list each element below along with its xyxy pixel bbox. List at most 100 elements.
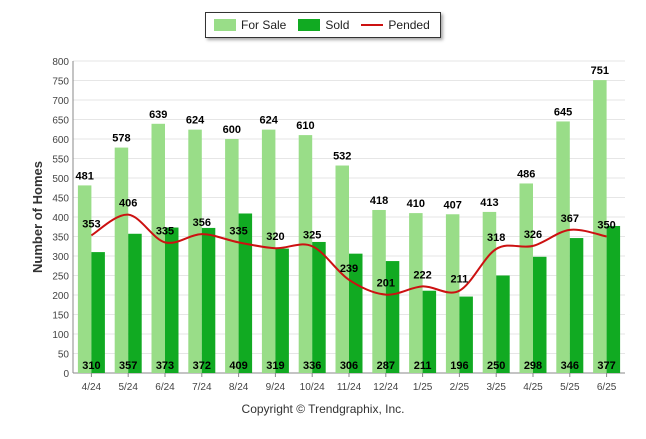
- data-label-for-sale: 486: [517, 168, 535, 180]
- bar-for-sale: [77, 185, 92, 373]
- data-label-pended: 335: [229, 225, 247, 237]
- bar-for-sale: [556, 121, 570, 373]
- bar-for-sale: [593, 80, 607, 374]
- x-tick-label: 11/24: [337, 382, 362, 393]
- legend-item-sold: Sold: [298, 18, 349, 32]
- legend-swatch-sold: [298, 19, 321, 31]
- bar-for-sale: [188, 129, 202, 373]
- data-label-sold: 336: [303, 360, 321, 372]
- bar-for-sale: [372, 209, 386, 373]
- bar-for-sale: [151, 123, 165, 373]
- bar-sold: [606, 225, 621, 373]
- data-label-sold: 298: [524, 360, 542, 372]
- data-label-for-sale: 407: [443, 199, 461, 211]
- data-label-pended: 367: [561, 213, 579, 225]
- bar-sold: [349, 253, 363, 373]
- x-tick-label: 6/24: [155, 382, 175, 393]
- data-label-sold: 306: [340, 360, 358, 372]
- y-tick-label: 0: [63, 369, 69, 380]
- data-label-sold: 409: [229, 360, 247, 372]
- y-tick-label: 650: [52, 116, 69, 127]
- bar-for-sale: [519, 183, 533, 373]
- line-pended: [90, 213, 607, 296]
- data-label-sold: 373: [156, 360, 174, 372]
- bar-sold: [569, 238, 584, 373]
- data-label-sold: 250: [487, 360, 505, 372]
- data-label-for-sale: 532: [333, 151, 351, 163]
- data-label-for-sale: 624: [259, 115, 278, 127]
- data-label-sold: 310: [82, 360, 100, 372]
- data-label-sold: 319: [266, 360, 284, 372]
- legend-item-for-sale: For Sale: [214, 18, 286, 32]
- bar-sold: [91, 252, 105, 373]
- bar-for-sale: [225, 139, 239, 373]
- data-label-sold: 377: [597, 360, 615, 372]
- data-label-for-sale: 645: [554, 106, 572, 118]
- data-label-for-sale: 481: [75, 170, 93, 182]
- data-label-pended: 326: [524, 229, 542, 241]
- data-label-sold: 287: [377, 360, 395, 372]
- x-tick-label: 8/24: [229, 382, 249, 393]
- bar-for-sale: [298, 135, 313, 373]
- bar-for-sale: [261, 129, 276, 373]
- data-label-pended: 320: [266, 231, 284, 243]
- data-label-for-sale: 624: [186, 115, 205, 127]
- bar-sold: [201, 227, 216, 373]
- bar-sold: [385, 261, 400, 373]
- bar-sold: [533, 256, 547, 373]
- data-label-sold: 211: [414, 360, 432, 372]
- data-label-for-sale: 639: [149, 109, 167, 121]
- legend-item-pended: Pended: [361, 18, 430, 32]
- bar-sold: [496, 275, 510, 373]
- y-tick-label: 300: [52, 252, 69, 263]
- y-axis-label: Number of Homes: [30, 161, 45, 273]
- bar-for-sale: [445, 214, 460, 373]
- x-tick-label: 6/25: [597, 382, 617, 393]
- data-label-sold: 346: [561, 360, 579, 372]
- bar-sold: [128, 233, 142, 373]
- legend-swatch-for-sale: [214, 19, 236, 31]
- data-label-pended: 406: [119, 198, 137, 210]
- y-tick-label: 50: [58, 350, 70, 361]
- y-tick-label: 800: [52, 57, 69, 68]
- data-label-pended: 211: [451, 274, 469, 286]
- copyright-text: Copyright © Trendgraphix, Inc.: [241, 402, 405, 416]
- x-tick-label: 12/24: [373, 382, 398, 393]
- y-tick-label: 700: [52, 96, 69, 107]
- y-tick-label: 450: [52, 194, 69, 205]
- x-tick-label: 1/25: [413, 382, 433, 393]
- bar-for-sale: [409, 213, 423, 373]
- y-tick-label: 100: [52, 330, 69, 341]
- bar-sold: [422, 290, 437, 373]
- x-tick-label: 7/24: [192, 382, 212, 393]
- data-label-pended: 201: [377, 278, 395, 290]
- data-label-for-sale: 751: [591, 65, 609, 77]
- y-tick-label: 400: [52, 213, 69, 224]
- bar-sold: [238, 213, 253, 373]
- bar-sold: [165, 227, 179, 373]
- bar-sold: [312, 241, 326, 373]
- data-label-pended: 335: [156, 225, 174, 237]
- data-label-for-sale: 610: [296, 120, 314, 132]
- data-label-pended: 350: [597, 220, 615, 232]
- data-label-for-sale: 600: [223, 124, 241, 136]
- y-tick-label: 350: [52, 233, 69, 244]
- legend-label-for-sale: For Sale: [241, 18, 287, 32]
- legend-label-sold: Sold: [325, 18, 350, 32]
- bar-for-sale: [114, 147, 129, 373]
- x-tick-label: 5/24: [118, 382, 138, 393]
- y-tick-label: 250: [52, 272, 69, 283]
- legend: For Sale Sold Pended: [205, 12, 441, 38]
- data-label-pended: 222: [413, 269, 431, 281]
- data-label-pended: 356: [193, 217, 211, 229]
- y-tick-label: 200: [52, 291, 69, 302]
- legend-label-pended: Pended: [388, 18, 430, 32]
- data-label-pended: 318: [487, 232, 505, 244]
- x-tick-label: 2/25: [450, 382, 470, 393]
- x-tick-label: 10/24: [300, 382, 325, 393]
- data-label-for-sale: 418: [370, 195, 388, 207]
- x-tick-label: 3/25: [486, 382, 506, 393]
- y-tick-label: 500: [52, 174, 69, 185]
